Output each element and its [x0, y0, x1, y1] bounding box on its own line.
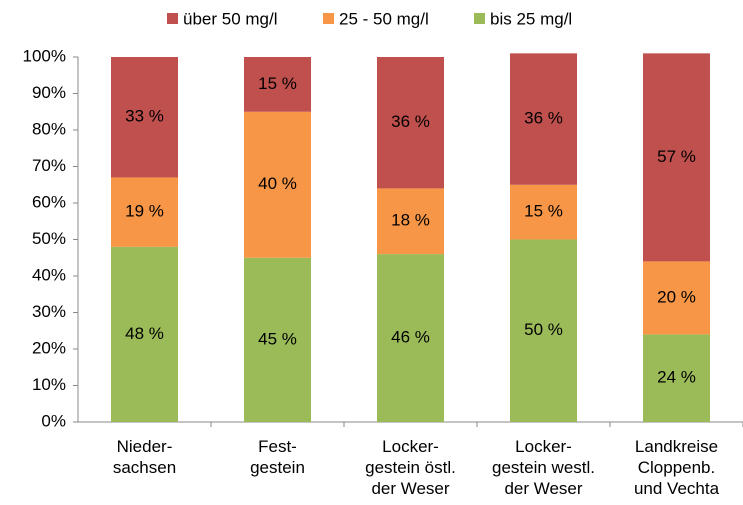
data-label: 36 % [524, 109, 563, 128]
data-label: 46 % [391, 328, 430, 347]
legend-swatch [167, 13, 178, 24]
bar-segment [244, 111, 311, 258]
legend-label: bis 25 mg/l [490, 9, 572, 28]
bar-segment [510, 184, 577, 240]
bar-segment [111, 57, 178, 178]
bar-segment [244, 257, 311, 422]
data-label: 50 % [524, 320, 563, 339]
x-tick-label: Nieder- sachsen [112, 437, 177, 477]
y-tick-label: 40% [32, 265, 66, 284]
y-tick-label: 80% [32, 119, 66, 138]
bar-segment [510, 53, 577, 185]
legend-label: über 50 mg/l [183, 9, 278, 28]
bar-segment [377, 254, 444, 422]
bar-segment [643, 53, 710, 262]
bar-segment [510, 239, 577, 422]
data-label: 36 % [391, 112, 430, 131]
data-label: 33 % [125, 107, 164, 126]
y-tick-label: 90% [32, 83, 66, 102]
data-label: 15 % [524, 202, 563, 221]
bar-segment [377, 57, 444, 189]
bar-segment [377, 188, 444, 255]
bar-segment [111, 246, 178, 422]
data-label: 15 % [258, 74, 297, 93]
data-label: 19 % [125, 202, 164, 221]
data-label: 18 % [391, 211, 430, 230]
bar-segment [643, 261, 710, 335]
x-tick-label: Fest- gestein [250, 437, 305, 477]
bar-segment [244, 57, 311, 112]
y-tick-label: 30% [32, 302, 66, 321]
y-tick-label: 0% [41, 411, 66, 430]
data-label: 48 % [125, 324, 164, 343]
data-label: 45 % [258, 329, 297, 348]
y-tick-label: 20% [32, 338, 66, 357]
y-tick-label: 50% [32, 229, 66, 248]
bar-segment [643, 334, 710, 422]
legend-label: 25 - 50 mg/l [339, 9, 429, 28]
data-label: 20 % [657, 287, 696, 306]
y-tick-label: 70% [32, 156, 66, 175]
x-tick-label: Landkreise Cloppenb. und Vechta [633, 437, 720, 498]
legend-swatch [474, 13, 485, 24]
bar-segment [111, 177, 178, 247]
y-tick-label: 10% [32, 375, 66, 394]
data-label: 57 % [657, 147, 696, 166]
data-label: 40 % [258, 174, 297, 193]
x-tick-label: Locker- gestein östl. der Weser [365, 437, 456, 498]
x-tick-label: Locker- gestein westl. der Weser [492, 437, 595, 498]
data-label: 24 % [657, 368, 696, 387]
y-tick-label: 100% [23, 46, 66, 65]
legend-swatch [323, 13, 334, 24]
y-tick-label: 60% [32, 192, 66, 211]
